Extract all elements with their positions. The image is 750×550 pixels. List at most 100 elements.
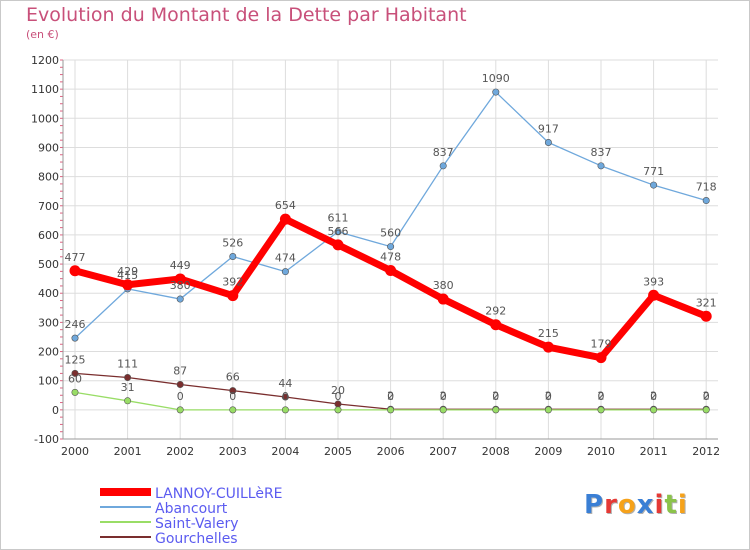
y-tick-label: 700 [38,200,59,213]
x-tick-label: 2000 [61,445,89,458]
data-label: 477 [65,251,86,264]
data-label: 718 [696,181,717,194]
data-point [492,406,500,414]
y-tick-label: 800 [38,171,59,184]
data-label: 2 [703,389,710,402]
data-point [124,397,132,405]
data-point [334,406,342,414]
x-tick-label: 2004 [271,445,299,458]
data-point [492,88,500,96]
data-point [650,406,658,414]
data-label: 321 [696,296,717,309]
data-point [544,139,552,147]
data-label: 125 [65,353,86,366]
x-tick-label: 2009 [534,445,562,458]
data-label: 0 [440,390,447,403]
x-tick-label: 2001 [114,445,142,458]
data-point [229,387,237,395]
y-tick-label: 1000 [31,112,59,125]
x-tick-label: 2002 [166,445,194,458]
data-point [281,268,289,276]
data-label: 1090 [482,72,510,85]
data-point [279,213,291,225]
legend-label: Gourchelles [155,531,238,547]
proxiti-logo: Proxiti [584,490,688,520]
data-point [542,341,554,353]
x-tick-label: 2012 [692,445,720,458]
data-label: 560 [380,227,401,240]
y-tick-label: 200 [38,346,59,359]
data-label: 111 [117,357,138,370]
data-point [281,406,289,414]
data-point [648,289,660,301]
data-point [332,239,344,251]
data-point [229,252,237,260]
y-tick-label: 300 [38,316,59,329]
y-tick-label: 100 [38,375,59,388]
data-point [176,406,184,414]
data-point [490,319,502,331]
y-tick-label: 400 [38,287,59,300]
data-label: 0 [703,390,710,403]
data-label: 0 [177,390,184,403]
x-tick-label: 2007 [429,445,457,458]
data-label: 215 [538,327,559,340]
data-point [387,243,395,251]
data-point [387,406,395,414]
data-label: 478 [380,250,401,263]
data-label: 31 [121,381,135,394]
data-label: 380 [170,279,191,292]
data-point [597,162,605,170]
data-point [544,406,552,414]
data-point [702,406,710,414]
data-point [174,273,186,285]
data-point [122,279,134,291]
data-label: 611 [328,212,349,225]
data-label: 0 [598,390,605,403]
data-point [700,310,712,322]
data-point [176,295,184,303]
data-label: 771 [643,165,664,178]
legend-label: LANNOY-CUILLèRE [155,486,283,502]
y-tick-label: 900 [38,141,59,154]
data-point [439,406,447,414]
x-tick-label: 2006 [377,445,405,458]
x-tick-label: 2008 [482,445,510,458]
data-label: 449 [170,259,191,272]
x-tick-label: 2003 [219,445,247,458]
data-label: 2 [440,389,447,402]
data-label: 654 [275,199,296,212]
data-label: 292 [485,305,506,318]
data-label: 246 [65,318,86,331]
data-label: 380 [433,279,454,292]
data-point [439,162,447,170]
x-tick-label: 2011 [640,445,668,458]
data-label: 429 [117,265,138,278]
data-point [597,406,605,414]
data-label: 87 [173,364,187,377]
legend-label: Saint-Valery [155,516,239,532]
x-tick-label: 2010 [587,445,615,458]
chart-title: Evolution du Montant de la Dette par Hab… [26,4,467,26]
data-label: 566 [328,225,349,238]
legend-label: Abancourt [155,501,228,517]
y-tick-label: 1100 [31,83,59,96]
data-label: 837 [591,146,612,159]
y-tick-label: 500 [38,258,59,271]
data-label: 0 [229,390,236,403]
data-label: 179 [591,338,612,351]
y-tick-label: 600 [38,229,59,242]
data-point [650,181,658,189]
data-point [71,334,79,342]
y-tick-label: -100 [34,433,59,446]
data-label: 392 [222,276,243,289]
data-label: 60 [68,372,82,385]
y-tick-label: 1200 [31,54,59,67]
data-point [702,197,710,205]
data-label: 0 [282,390,289,403]
data-point [281,393,289,401]
data-point [385,264,397,276]
data-point [227,290,239,302]
data-label: 837 [433,146,454,159]
